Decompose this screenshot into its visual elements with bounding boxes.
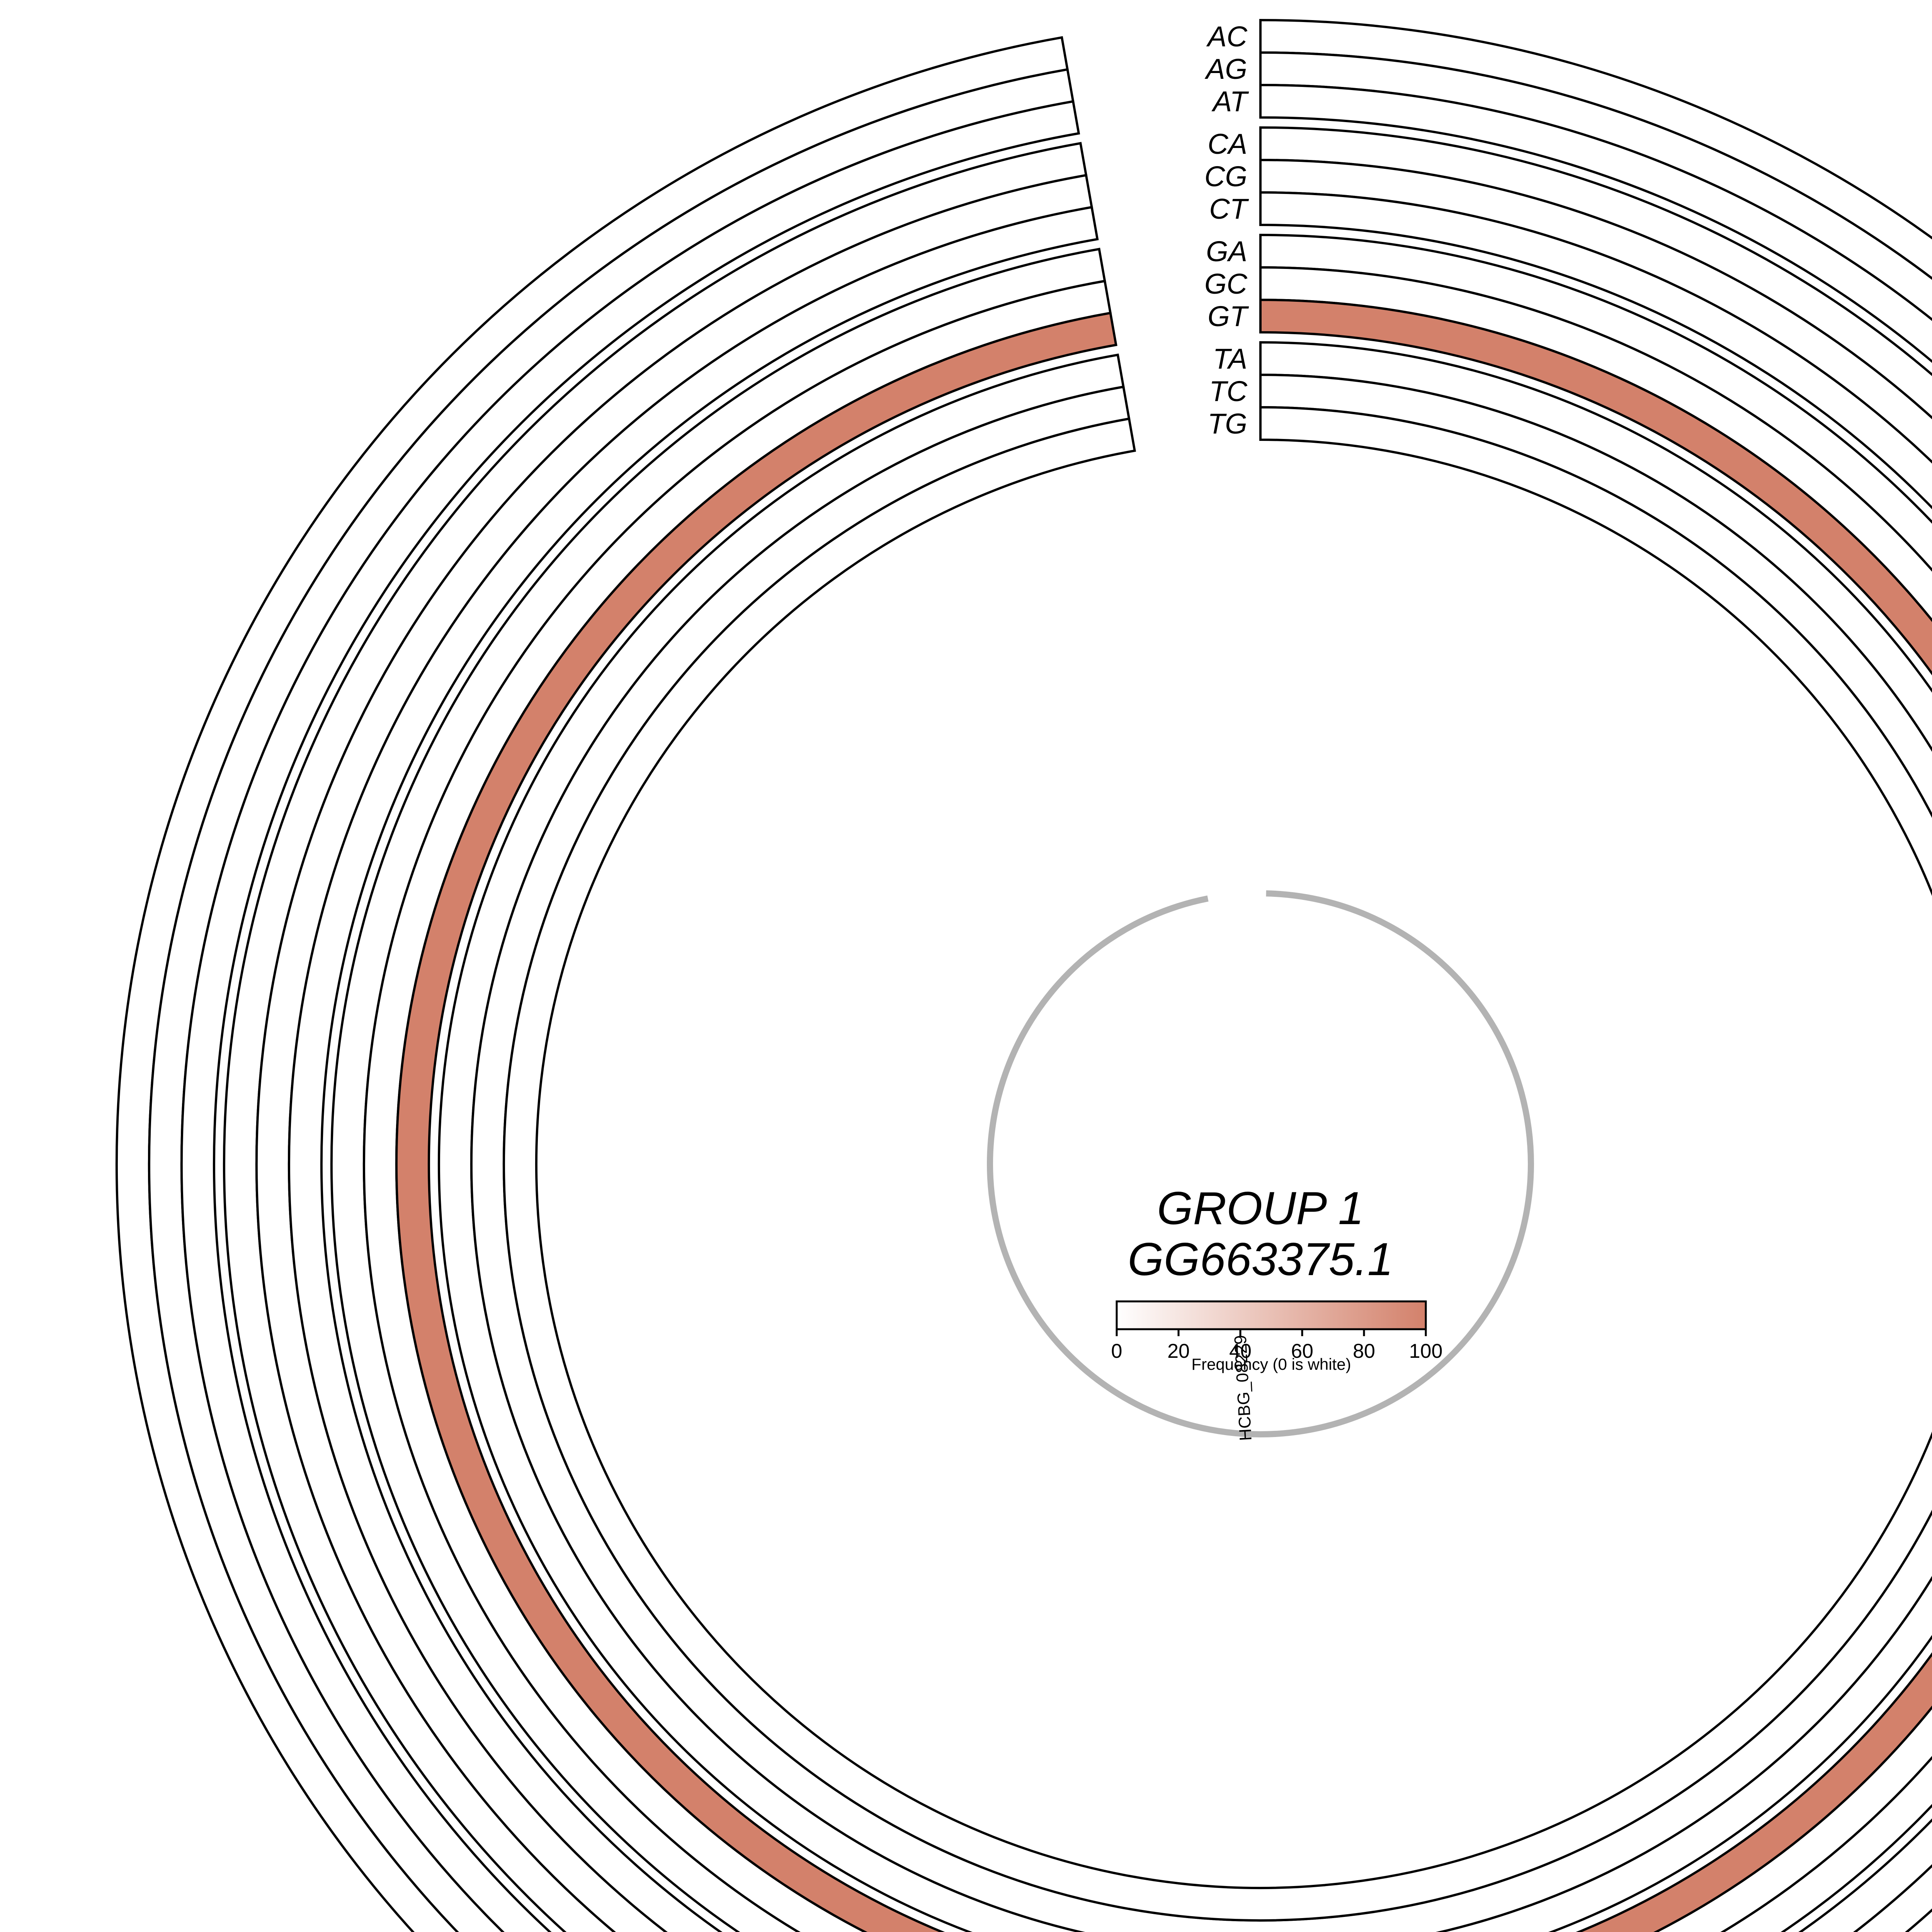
track-label-ac: AC — [1206, 20, 1247, 53]
ideogram-backbone-layer — [987, 890, 1534, 1437]
track-label-tc: TC — [1209, 375, 1247, 407]
track-label-ct: CT — [1209, 193, 1249, 225]
track-label-tg: TG — [1208, 408, 1247, 440]
center-legend-block: GROUP 1 GG663375.1 0 20 40 60 80 100 Frequenc… — [1111, 1182, 1443, 1373]
colorbar-tick-label: 20 — [1167, 1340, 1190, 1362]
center-title-group: GROUP 1 — [1157, 1182, 1364, 1234]
track-label-ta: TA — [1213, 343, 1247, 375]
ring-track-tg[interactable] — [503, 406, 1932, 1922]
colorbar-tick-label: 100 — [1409, 1340, 1443, 1362]
track-label-ca: CA — [1208, 128, 1247, 160]
colorbar-caption: Frequency (0 is white) — [1191, 1355, 1351, 1373]
colorbar-ticks: 0 20 40 60 80 100 — [1111, 1329, 1443, 1362]
track-label-gc: GC — [1204, 268, 1248, 300]
ring-track-ct[interactable] — [288, 191, 1932, 1932]
track-label-gt: GT — [1208, 300, 1249, 332]
ring-track-layer — [116, 19, 1932, 1932]
track-label-ga: GA — [1206, 235, 1247, 267]
colorbar-tick-label: 80 — [1353, 1340, 1375, 1362]
ideogram-backbone-arc[interactable] — [987, 890, 1534, 1437]
colorbar-tick-label: 0 — [1111, 1340, 1122, 1362]
track-label-cg: CG — [1204, 160, 1247, 192]
center-title-accession: GG663375.1 — [1128, 1233, 1393, 1285]
track-label-ag: AG — [1204, 53, 1247, 85]
ring-track-at[interactable] — [180, 83, 1932, 1932]
colorbar-tick-label: 40 — [1229, 1340, 1252, 1362]
track-label-at: AT — [1211, 85, 1249, 117]
ring-track-gt[interactable] — [395, 298, 1932, 1932]
colorbar-gradient — [1116, 1300, 1427, 1330]
colorbar-tick-label: 60 — [1291, 1340, 1313, 1362]
